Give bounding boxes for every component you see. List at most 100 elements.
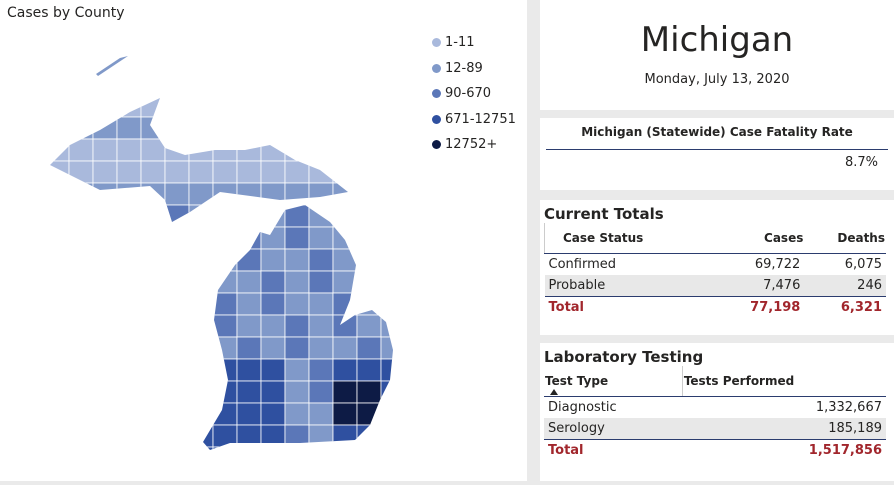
county[interactable] xyxy=(308,336,334,360)
county[interactable] xyxy=(68,182,94,206)
county[interactable] xyxy=(212,95,238,118)
county[interactable] xyxy=(164,160,190,184)
county[interactable] xyxy=(45,314,70,338)
county[interactable] xyxy=(356,314,382,338)
county[interactable] xyxy=(68,336,94,360)
county[interactable] xyxy=(308,358,334,382)
county[interactable] xyxy=(308,226,334,250)
county[interactable] xyxy=(45,424,70,448)
county[interactable] xyxy=(140,248,166,272)
county[interactable] xyxy=(236,95,262,118)
county[interactable] xyxy=(188,380,214,404)
county[interactable] xyxy=(68,138,94,162)
county[interactable] xyxy=(140,446,166,469)
county[interactable] xyxy=(188,138,214,162)
county[interactable] xyxy=(332,138,358,162)
county[interactable] xyxy=(260,160,286,184)
county[interactable] xyxy=(116,402,142,426)
county[interactable] xyxy=(68,380,94,404)
county[interactable] xyxy=(116,204,142,228)
county[interactable] xyxy=(164,314,190,338)
county[interactable] xyxy=(380,204,405,228)
county[interactable] xyxy=(332,95,358,118)
county[interactable] xyxy=(164,226,190,250)
county[interactable] xyxy=(284,380,310,404)
county[interactable] xyxy=(308,248,334,272)
legend-item[interactable]: 12-89 xyxy=(432,56,516,82)
county[interactable] xyxy=(332,204,358,228)
county[interactable] xyxy=(140,380,166,404)
county[interactable] xyxy=(116,446,142,469)
county[interactable] xyxy=(380,95,405,118)
legend-item[interactable]: 1-11 xyxy=(432,30,516,56)
county[interactable] xyxy=(380,160,405,184)
county[interactable] xyxy=(308,292,334,316)
county[interactable] xyxy=(332,160,358,184)
county[interactable] xyxy=(284,226,310,250)
county[interactable] xyxy=(116,95,142,118)
county[interactable] xyxy=(45,270,70,294)
county[interactable] xyxy=(260,270,286,294)
county[interactable] xyxy=(380,182,405,206)
county[interactable] xyxy=(356,292,382,316)
county[interactable] xyxy=(45,358,70,382)
column-header[interactable]: Case Status xyxy=(543,223,709,254)
county[interactable] xyxy=(140,358,166,382)
county[interactable] xyxy=(92,182,118,206)
county[interactable] xyxy=(356,204,382,228)
county[interactable] xyxy=(284,336,310,360)
county[interactable] xyxy=(380,446,405,469)
county[interactable] xyxy=(212,182,238,206)
county[interactable] xyxy=(236,116,262,140)
county[interactable] xyxy=(164,182,190,206)
county[interactable] xyxy=(308,204,334,228)
county[interactable] xyxy=(164,358,190,382)
county[interactable] xyxy=(212,314,238,338)
county[interactable] xyxy=(140,336,166,360)
county[interactable] xyxy=(308,424,334,448)
county[interactable] xyxy=(164,336,190,360)
county[interactable] xyxy=(164,380,190,404)
county[interactable] xyxy=(212,116,238,140)
county[interactable] xyxy=(260,446,286,469)
county[interactable] xyxy=(236,226,262,250)
county[interactable] xyxy=(260,95,286,118)
county[interactable] xyxy=(212,292,238,316)
county[interactable] xyxy=(308,138,334,162)
county[interactable] xyxy=(332,380,358,404)
county[interactable] xyxy=(212,380,238,404)
county[interactable] xyxy=(164,446,190,469)
county[interactable] xyxy=(92,402,118,426)
county[interactable] xyxy=(140,314,166,338)
county[interactable] xyxy=(260,380,286,404)
county[interactable] xyxy=(45,226,70,250)
county[interactable] xyxy=(332,402,358,426)
column-header[interactable]: Tests Performed xyxy=(681,366,886,397)
county[interactable] xyxy=(188,314,214,338)
county[interactable] xyxy=(356,116,382,140)
county[interactable] xyxy=(236,292,262,316)
legend-item[interactable]: 90-670 xyxy=(432,81,516,107)
county[interactable] xyxy=(212,204,238,228)
county[interactable] xyxy=(45,336,70,360)
county[interactable] xyxy=(68,95,94,118)
county[interactable] xyxy=(332,314,358,338)
column-header[interactable]: Deaths xyxy=(804,223,886,254)
county[interactable] xyxy=(284,402,310,426)
county[interactable] xyxy=(284,138,310,162)
county[interactable] xyxy=(236,336,262,360)
county[interactable] xyxy=(68,248,94,272)
county[interactable] xyxy=(164,424,190,448)
county[interactable] xyxy=(332,182,358,206)
county[interactable] xyxy=(260,182,286,206)
county[interactable] xyxy=(188,160,214,184)
county[interactable] xyxy=(380,226,405,250)
county[interactable] xyxy=(140,138,166,162)
county[interactable] xyxy=(188,358,214,382)
county[interactable] xyxy=(116,292,142,316)
county[interactable] xyxy=(188,116,214,140)
county[interactable] xyxy=(332,446,358,469)
county[interactable] xyxy=(68,402,94,426)
county[interactable] xyxy=(356,226,382,250)
county[interactable] xyxy=(68,292,94,316)
